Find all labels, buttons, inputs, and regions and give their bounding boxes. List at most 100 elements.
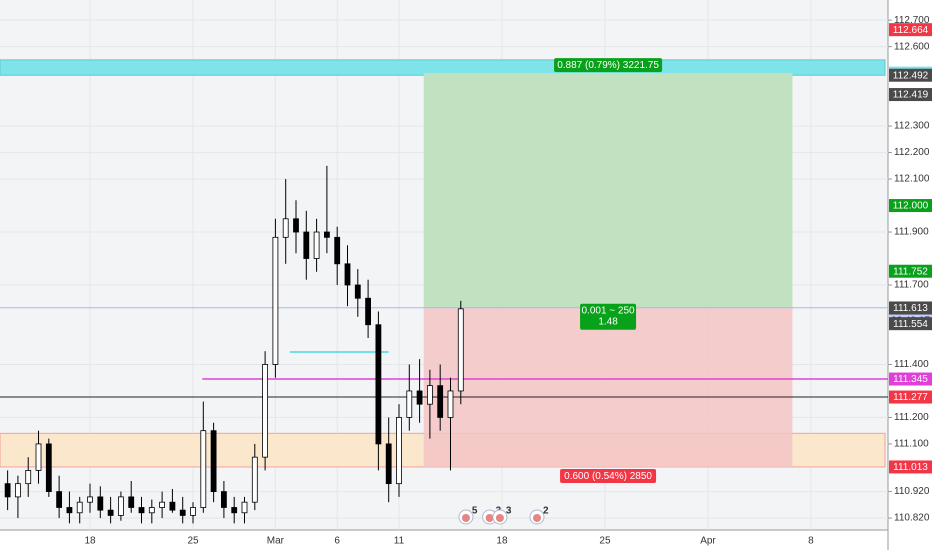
candle-body <box>97 496 104 511</box>
candle-body <box>447 390 454 418</box>
x-tick-label: Apr <box>700 536 716 547</box>
candle-body <box>272 236 279 365</box>
position-label: 0.001 ~ 250 <box>582 305 636 316</box>
candle-body <box>323 231 330 238</box>
event-flag <box>495 514 504 522</box>
candle-body <box>56 491 63 508</box>
position-label: 0.887 (0.79%) 3221.75 <box>557 60 659 71</box>
event-count: 2 <box>543 506 549 517</box>
price-badge <box>889 460 932 474</box>
y-tick-label: 111.900 <box>894 227 929 238</box>
candle-body <box>334 236 341 265</box>
candle-body <box>148 507 155 514</box>
zone <box>0 59 886 76</box>
candle-body <box>210 430 217 492</box>
candle-body <box>262 364 269 458</box>
y-tick-label: 110.820 <box>894 513 930 524</box>
x-tick-label: 18 <box>84 536 96 547</box>
candle-body <box>344 263 351 286</box>
price-badge <box>889 301 932 315</box>
candle-body <box>354 284 361 299</box>
y-tick-label: 111.100 <box>894 439 929 450</box>
price-badge-label: 112.419 <box>893 90 929 101</box>
price-badge <box>889 390 932 404</box>
plot-area <box>0 0 888 530</box>
candle-body <box>179 509 186 516</box>
candle-body <box>221 491 227 508</box>
price-badge <box>889 68 932 82</box>
candle-body <box>118 496 124 516</box>
candle-body <box>293 218 299 233</box>
candle-body <box>159 501 166 508</box>
y-tick-label: 111.200 <box>894 412 929 423</box>
candle-body <box>457 308 464 392</box>
event-flag <box>461 514 470 522</box>
candle-body <box>87 496 93 503</box>
candle-body <box>4 483 11 498</box>
y-tick-label: 112.200 <box>894 147 930 158</box>
candle-body <box>231 507 238 514</box>
candle-body <box>15 483 21 498</box>
candle-body <box>406 390 413 418</box>
position-label-box <box>580 303 637 330</box>
y-tick-label: 112.600 <box>894 41 930 52</box>
y-tick-label: 111.700 <box>894 280 929 291</box>
price-badge <box>889 23 932 37</box>
price-badge-label: 111.277 <box>893 392 928 403</box>
price-badge <box>889 317 932 331</box>
event-flag <box>533 514 542 522</box>
candle-body <box>66 507 73 514</box>
y-tick-label: 112.100 <box>894 174 930 185</box>
loss-zone <box>423 307 793 467</box>
event-count: 3 <box>506 506 512 517</box>
price-badge-label: 111.013 <box>893 462 928 473</box>
y-tick-label: 111.400 <box>894 359 929 370</box>
candle-body <box>396 417 402 485</box>
candle-body <box>200 430 207 508</box>
price-badge-label: 111.554 <box>893 319 928 330</box>
x-tick-label: 8 <box>808 536 814 547</box>
profit-zone <box>423 73 793 308</box>
candle-body <box>365 297 371 326</box>
candle-body <box>190 507 196 516</box>
candle-body <box>437 385 444 418</box>
price-badge-label: 112.492 <box>893 70 929 81</box>
position-label: 1.48 <box>598 316 618 327</box>
candle-body <box>313 231 320 259</box>
price-badge <box>889 88 932 102</box>
y-tick-label: 112.300 <box>894 121 930 132</box>
candle-body <box>128 496 135 508</box>
price-badge <box>889 264 932 278</box>
event-flag <box>485 514 494 522</box>
candle-body <box>45 443 52 492</box>
price-badge-label: 111.613 <box>893 303 928 314</box>
candle-body <box>416 390 423 405</box>
y-tick-label: 112.700 <box>894 15 930 26</box>
x-tick-label: 25 <box>187 536 199 547</box>
event-count: 5 <box>472 506 478 517</box>
x-tick-label: 25 <box>599 536 611 547</box>
candle-body <box>25 470 32 485</box>
candle-body <box>375 324 382 445</box>
position-label-box <box>560 468 657 483</box>
price-badge <box>889 199 932 213</box>
x-tick-label: Mar <box>267 536 285 547</box>
candle-body <box>35 443 42 471</box>
position-label-box <box>554 58 663 73</box>
candle-body <box>282 218 289 238</box>
candle-body <box>303 231 310 259</box>
time-axis <box>0 530 932 550</box>
price-badge-label: 112.000 <box>893 201 929 212</box>
price-badge-label: 111.752 <box>893 266 928 277</box>
y-tick-label: 110.920 <box>894 486 930 497</box>
candle-body <box>426 385 433 405</box>
price-badge-label: 112.664 <box>893 25 929 36</box>
candle-body <box>107 509 114 516</box>
candle-body <box>385 443 392 485</box>
position-label: 0.600 (0.54%) 2850 <box>564 471 652 482</box>
x-tick-label: 6 <box>334 536 340 547</box>
candle-body <box>251 456 258 503</box>
price-badge <box>889 372 932 386</box>
